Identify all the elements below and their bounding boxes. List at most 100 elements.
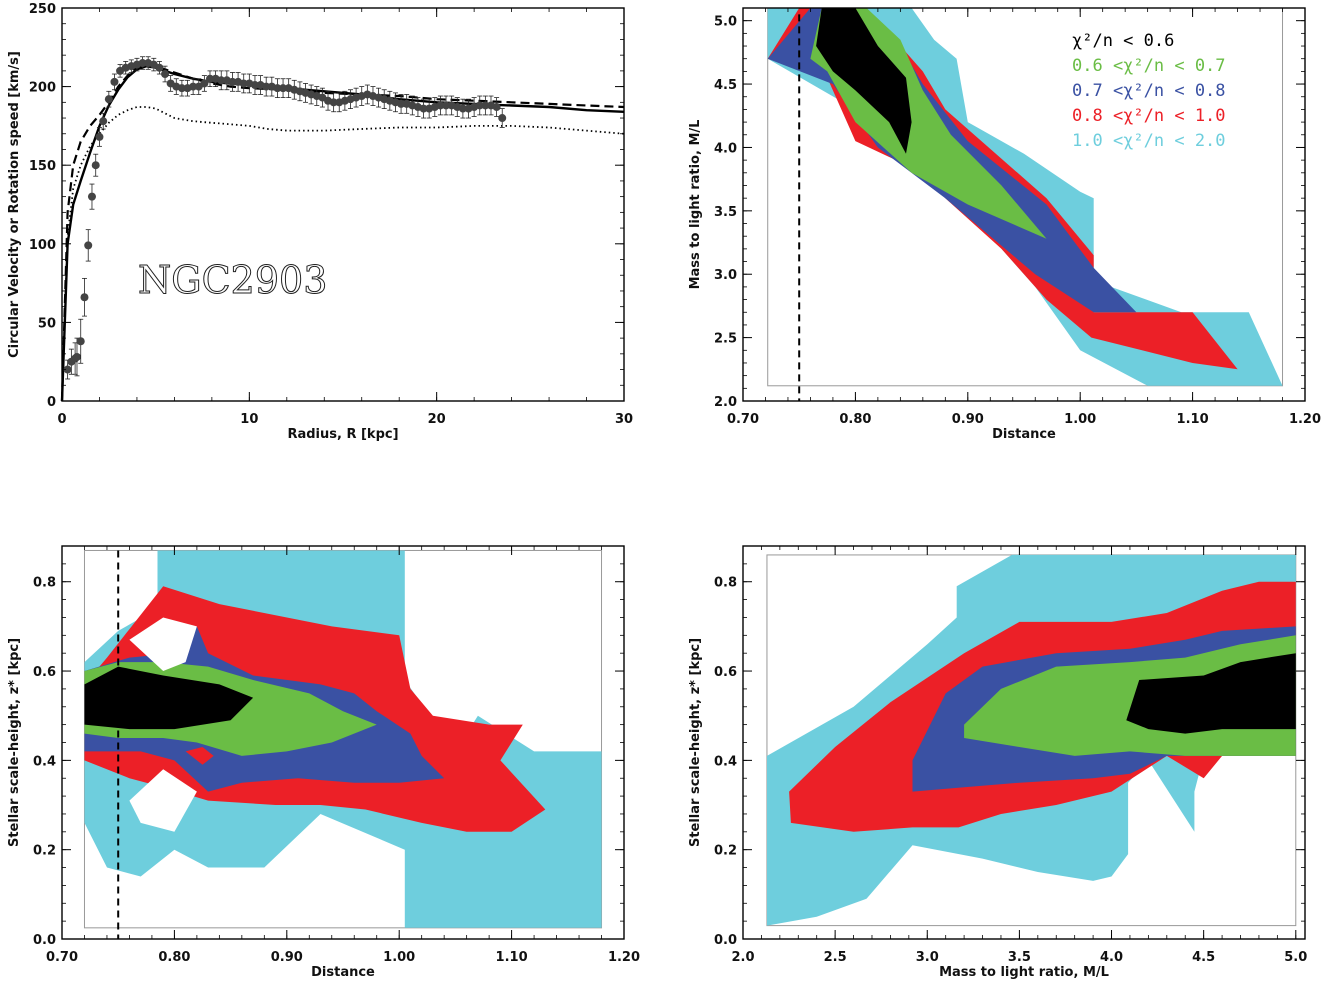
legend-entry: 1.0 <χ²/n < 2.0	[1072, 131, 1226, 151]
data-point	[492, 103, 501, 112]
data-point	[95, 132, 104, 141]
x-tick-label: 0.70	[46, 950, 78, 965]
data-point	[329, 98, 338, 107]
data-point	[419, 104, 428, 113]
x-tick-label: 0.70	[727, 412, 759, 427]
contour-region-black	[1126, 653, 1296, 734]
x-tick-label: 20	[428, 412, 446, 427]
data-point	[475, 101, 484, 110]
data-point	[161, 70, 170, 79]
contour-region-black	[84, 666, 254, 730]
x-tick-label: 1.00	[1064, 412, 1096, 427]
panel-3-contours	[83, 549, 603, 939]
data-point	[177, 84, 186, 93]
contour-island-red	[185, 747, 214, 765]
y-tick-label: 0.8	[714, 576, 737, 591]
data-point	[250, 81, 259, 90]
y-tick-label: 4.5	[714, 78, 737, 93]
y-tick-label: 2.5	[714, 332, 737, 347]
x-tick-label: 1.00	[383, 950, 415, 965]
y-tick-label: 0.4	[33, 754, 56, 769]
panel-1-rotation-curve: NGC2903	[60, 56, 625, 402]
x-tick-label: 1.10	[496, 950, 528, 965]
x-tick-label: 4.0	[1100, 950, 1123, 965]
panel-4-axes: 2.0 2.5 3.0 3.5 4.0 4.5 5.0 0.0 0.2 0.4 0.6 0.8 Mass…	[688, 545, 1307, 980]
data-point	[104, 95, 113, 104]
x-tick-label: 0.90	[952, 412, 984, 427]
y-tick-label: 0.8	[33, 576, 56, 591]
legend-entry: 0.6 <χ²/n < 0.7	[1072, 56, 1226, 76]
x-tick-label: 1.20	[608, 950, 640, 965]
data-point	[262, 82, 271, 91]
contour-region-black	[816, 8, 912, 154]
solid-model-curve	[60, 64, 625, 402]
contour-hole	[129, 617, 197, 671]
x-axis-label: Distance	[992, 427, 1056, 442]
x-tick-label: 0.90	[271, 950, 303, 965]
data-point	[84, 241, 93, 250]
grid-boundary	[83, 549, 603, 929]
legend-entry: 0.8 <χ²/n < 1.0	[1072, 106, 1226, 126]
data-point	[498, 114, 507, 123]
data-point	[189, 82, 198, 91]
panel-3-axes: 0.70 0.80 0.90 1.00 1.10 1.20 0.0 0.2 0.4 0.6 0.8 D…	[7, 545, 640, 980]
dashed-model-curve	[60, 63, 625, 402]
y-tick-label: 0.0	[714, 933, 737, 948]
data-point	[397, 99, 406, 108]
plot-frame	[61, 7, 625, 402]
y-tick-label: 3.0	[714, 268, 737, 283]
x-tick-label: 0	[57, 412, 66, 427]
data-point	[72, 352, 81, 361]
x-tick-label: 1.10	[1177, 412, 1209, 427]
data-point	[99, 117, 108, 126]
data-point	[481, 101, 490, 110]
y-axis-label: Stellar scale-height, z* [kpc]	[688, 638, 703, 847]
data-point	[155, 63, 164, 72]
x-axis-label: Radius, R [kpc]	[287, 427, 398, 442]
x-axis-label: Distance	[311, 965, 375, 980]
x-tick-label: 2.0	[731, 950, 754, 965]
y-tick-label: 250	[29, 2, 56, 17]
data-point	[228, 77, 237, 86]
y-tick-label: 0.2	[714, 844, 737, 859]
data-point	[87, 192, 96, 201]
y-tick-label: 50	[38, 316, 56, 331]
data-point	[138, 59, 147, 68]
plot-frame	[742, 7, 1306, 402]
y-tick-label: 4.0	[714, 141, 737, 156]
y-axis-label: Stellar scale-height, z* [kpc]	[7, 638, 22, 847]
y-tick-label: 3.5	[714, 205, 737, 220]
y-tick-label: 0.6	[714, 665, 737, 680]
data-point	[205, 74, 214, 83]
y-tick-label: 100	[29, 238, 56, 253]
y-tick-label: 200	[29, 81, 56, 96]
data-point	[80, 293, 89, 302]
legend-entry: χ²/n < 0.6	[1072, 31, 1174, 51]
y-tick-label: 0.0	[33, 933, 56, 948]
y-tick-label: 0.2	[33, 844, 56, 859]
galaxy-name-annotation: NGC2903	[138, 258, 327, 302]
panel-4-contours	[766, 554, 1297, 927]
data-point	[436, 101, 445, 110]
y-tick-label: 150	[29, 159, 56, 174]
panel-2-contours: χ²/n < 0.6 0.6 <χ²/n < 0.7 0.7 <χ²/n < 0.8…	[767, 7, 1284, 401]
y-axis-label: Mass to light ratio, M/L	[688, 120, 703, 290]
data-point	[458, 104, 467, 113]
data-point	[110, 77, 119, 86]
y-tick-label: 5.0	[714, 15, 737, 30]
x-tick-label: 3.0	[916, 950, 939, 965]
x-tick-label: 0.80	[839, 412, 871, 427]
data-point	[76, 337, 85, 346]
legend-entry: 0.7 <χ²/n < 0.8	[1072, 81, 1226, 101]
y-tick-label: 2.0	[714, 395, 737, 410]
x-tick-label: 0.80	[158, 950, 190, 965]
x-tick-label: 30	[615, 412, 633, 427]
data-point	[63, 365, 72, 374]
x-tick-label: 3.5	[1008, 950, 1031, 965]
contour-hole	[129, 769, 197, 832]
data-point	[273, 84, 282, 93]
data-point	[279, 84, 288, 93]
x-tick-label: 2.5	[824, 950, 847, 965]
x-tick-label: 4.5	[1192, 950, 1215, 965]
data-point	[200, 79, 209, 88]
